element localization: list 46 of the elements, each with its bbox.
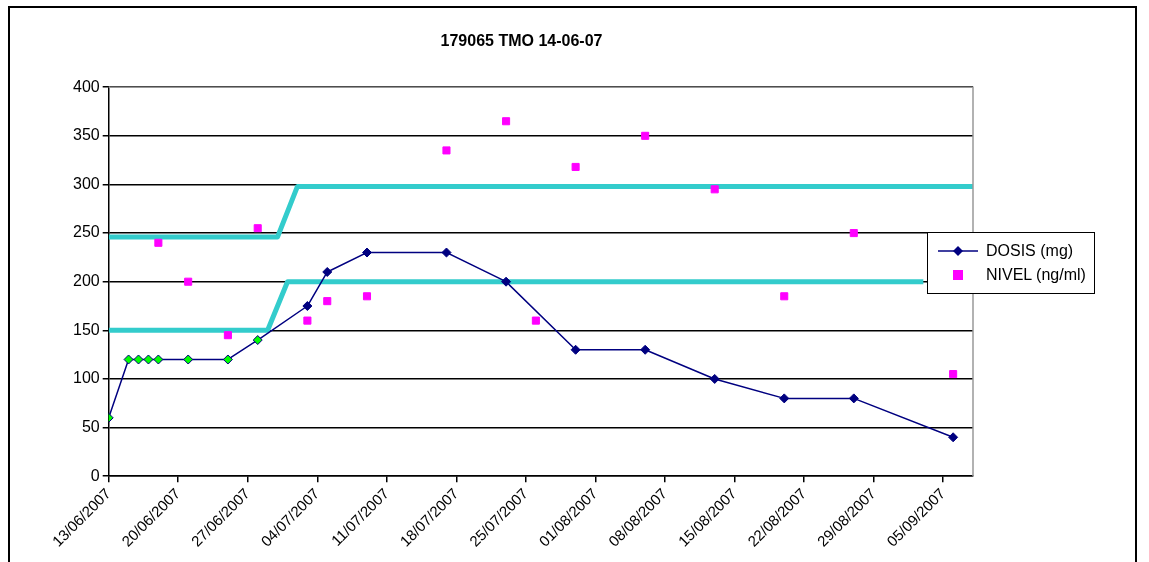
- point: [143, 354, 154, 365]
- y-tick-label: 350: [72, 126, 100, 144]
- point: [849, 229, 858, 238]
- point: [123, 354, 134, 365]
- point: [303, 316, 312, 325]
- y-tick-label: 300: [72, 174, 100, 192]
- legend-label: DOSIS (mg): [986, 241, 1074, 261]
- chart-title: 179065 TMO 14-06-07: [440, 32, 603, 50]
- y-tick-label: 150: [72, 320, 100, 338]
- point: [442, 146, 451, 155]
- point: [779, 393, 790, 404]
- point: [153, 354, 164, 365]
- point: [362, 292, 372, 301]
- point: [948, 432, 959, 443]
- point: [253, 224, 262, 233]
- point: [323, 297, 332, 306]
- point: [252, 335, 263, 346]
- y-tick-label: 250: [72, 223, 100, 241]
- point: [531, 316, 540, 325]
- y-tick-label: 200: [72, 272, 100, 290]
- point: [322, 266, 333, 277]
- point: [361, 247, 372, 258]
- point: [949, 370, 958, 379]
- point: [501, 276, 512, 287]
- legend-label: NIVEL (ng/ml): [986, 265, 1086, 285]
- point: [641, 131, 650, 140]
- point: [222, 354, 233, 365]
- point: [570, 344, 581, 355]
- y-tick-label: 400: [72, 77, 100, 95]
- point: [154, 238, 163, 247]
- point: [571, 162, 580, 171]
- point: [780, 292, 789, 301]
- point: [184, 277, 193, 286]
- point: [848, 393, 859, 404]
- point: [302, 301, 313, 312]
- point: [183, 354, 194, 365]
- point: [441, 247, 452, 258]
- point: [133, 354, 144, 365]
- point: [640, 344, 651, 355]
- y-tick-label: 100: [72, 369, 100, 387]
- point: [710, 185, 719, 194]
- point: [709, 373, 720, 384]
- point: [223, 331, 232, 340]
- y-tick-label: 50: [81, 417, 100, 435]
- y-tick-label: 0: [90, 466, 100, 484]
- point: [502, 117, 511, 126]
